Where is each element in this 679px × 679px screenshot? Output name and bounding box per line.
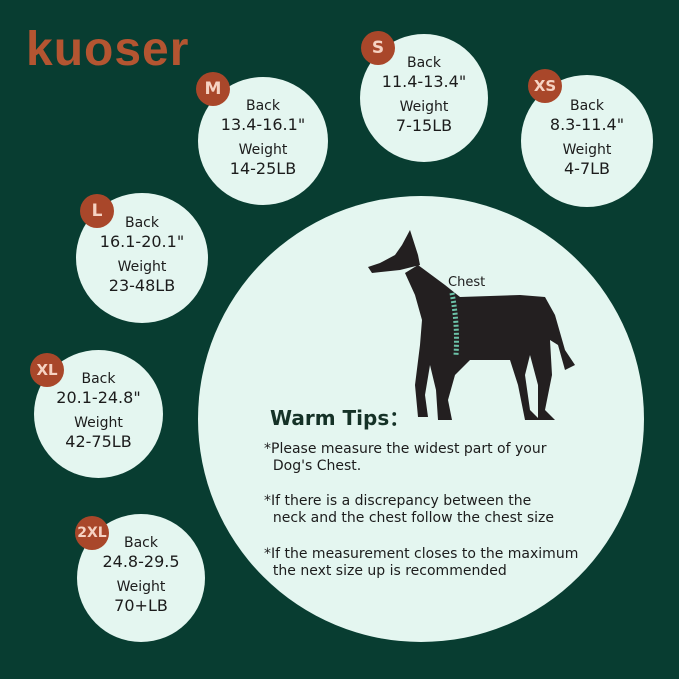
weight-label: Weight xyxy=(399,99,449,115)
back-label: Back xyxy=(570,98,604,114)
back-value: 16.1-20.1" xyxy=(99,232,185,251)
tips-title: Warm Tips： xyxy=(270,406,410,430)
back-value: 11.4-13.4" xyxy=(381,72,467,91)
size-card-xs: Back 8.3-11.4" Weight 4-7LB xyxy=(521,75,653,207)
weight-value: 14-25LB xyxy=(229,159,297,178)
back-value: 24.8-29.5 xyxy=(102,552,180,571)
weight-label: Weight xyxy=(117,259,167,275)
size-badge-xs: XS xyxy=(528,69,562,103)
back-label: Back xyxy=(81,371,116,387)
brand-logo: kuoser xyxy=(26,23,190,76)
weight-value: 42-75LB xyxy=(65,432,132,451)
weight-value: 4-7LB xyxy=(563,159,611,178)
size-card-xl: Back 20.1-24.8" Weight 42-75LB xyxy=(34,350,163,478)
size-badge-m: M xyxy=(196,72,230,106)
weight-label: Weight xyxy=(238,142,288,158)
back-value: 20.1-24.8" xyxy=(56,388,141,407)
size-badge-s: S xyxy=(361,31,395,65)
weight-value: 7-15LB xyxy=(395,116,453,135)
size-badge-xl: XL xyxy=(30,353,64,387)
size-badge-2xl: 2XL xyxy=(75,516,109,550)
weight-label: Weight xyxy=(116,579,166,595)
chest-label: Chest xyxy=(448,275,486,290)
tip-item: *Please measure the widest part of your … xyxy=(264,441,547,474)
tip-item: *If the measurement closes to the maximu… xyxy=(264,546,579,579)
size-badge-l: L xyxy=(80,194,114,228)
weight-label: Weight xyxy=(562,142,612,158)
dog-silhouette-icon xyxy=(368,230,575,420)
back-value: 13.4-16.1" xyxy=(220,115,306,134)
weight-value: 23-48LB xyxy=(108,276,176,295)
back-label: Back xyxy=(407,55,441,71)
back-label: Back xyxy=(124,535,158,551)
weight-value: 70+LB xyxy=(114,596,168,615)
tip-item: *If there is a discrepancy between the n… xyxy=(264,493,555,526)
back-label: Back xyxy=(125,215,159,231)
weight-label: Weight xyxy=(74,415,123,431)
back-label: Back xyxy=(246,98,280,114)
back-value: 8.3-11.4" xyxy=(549,115,625,134)
